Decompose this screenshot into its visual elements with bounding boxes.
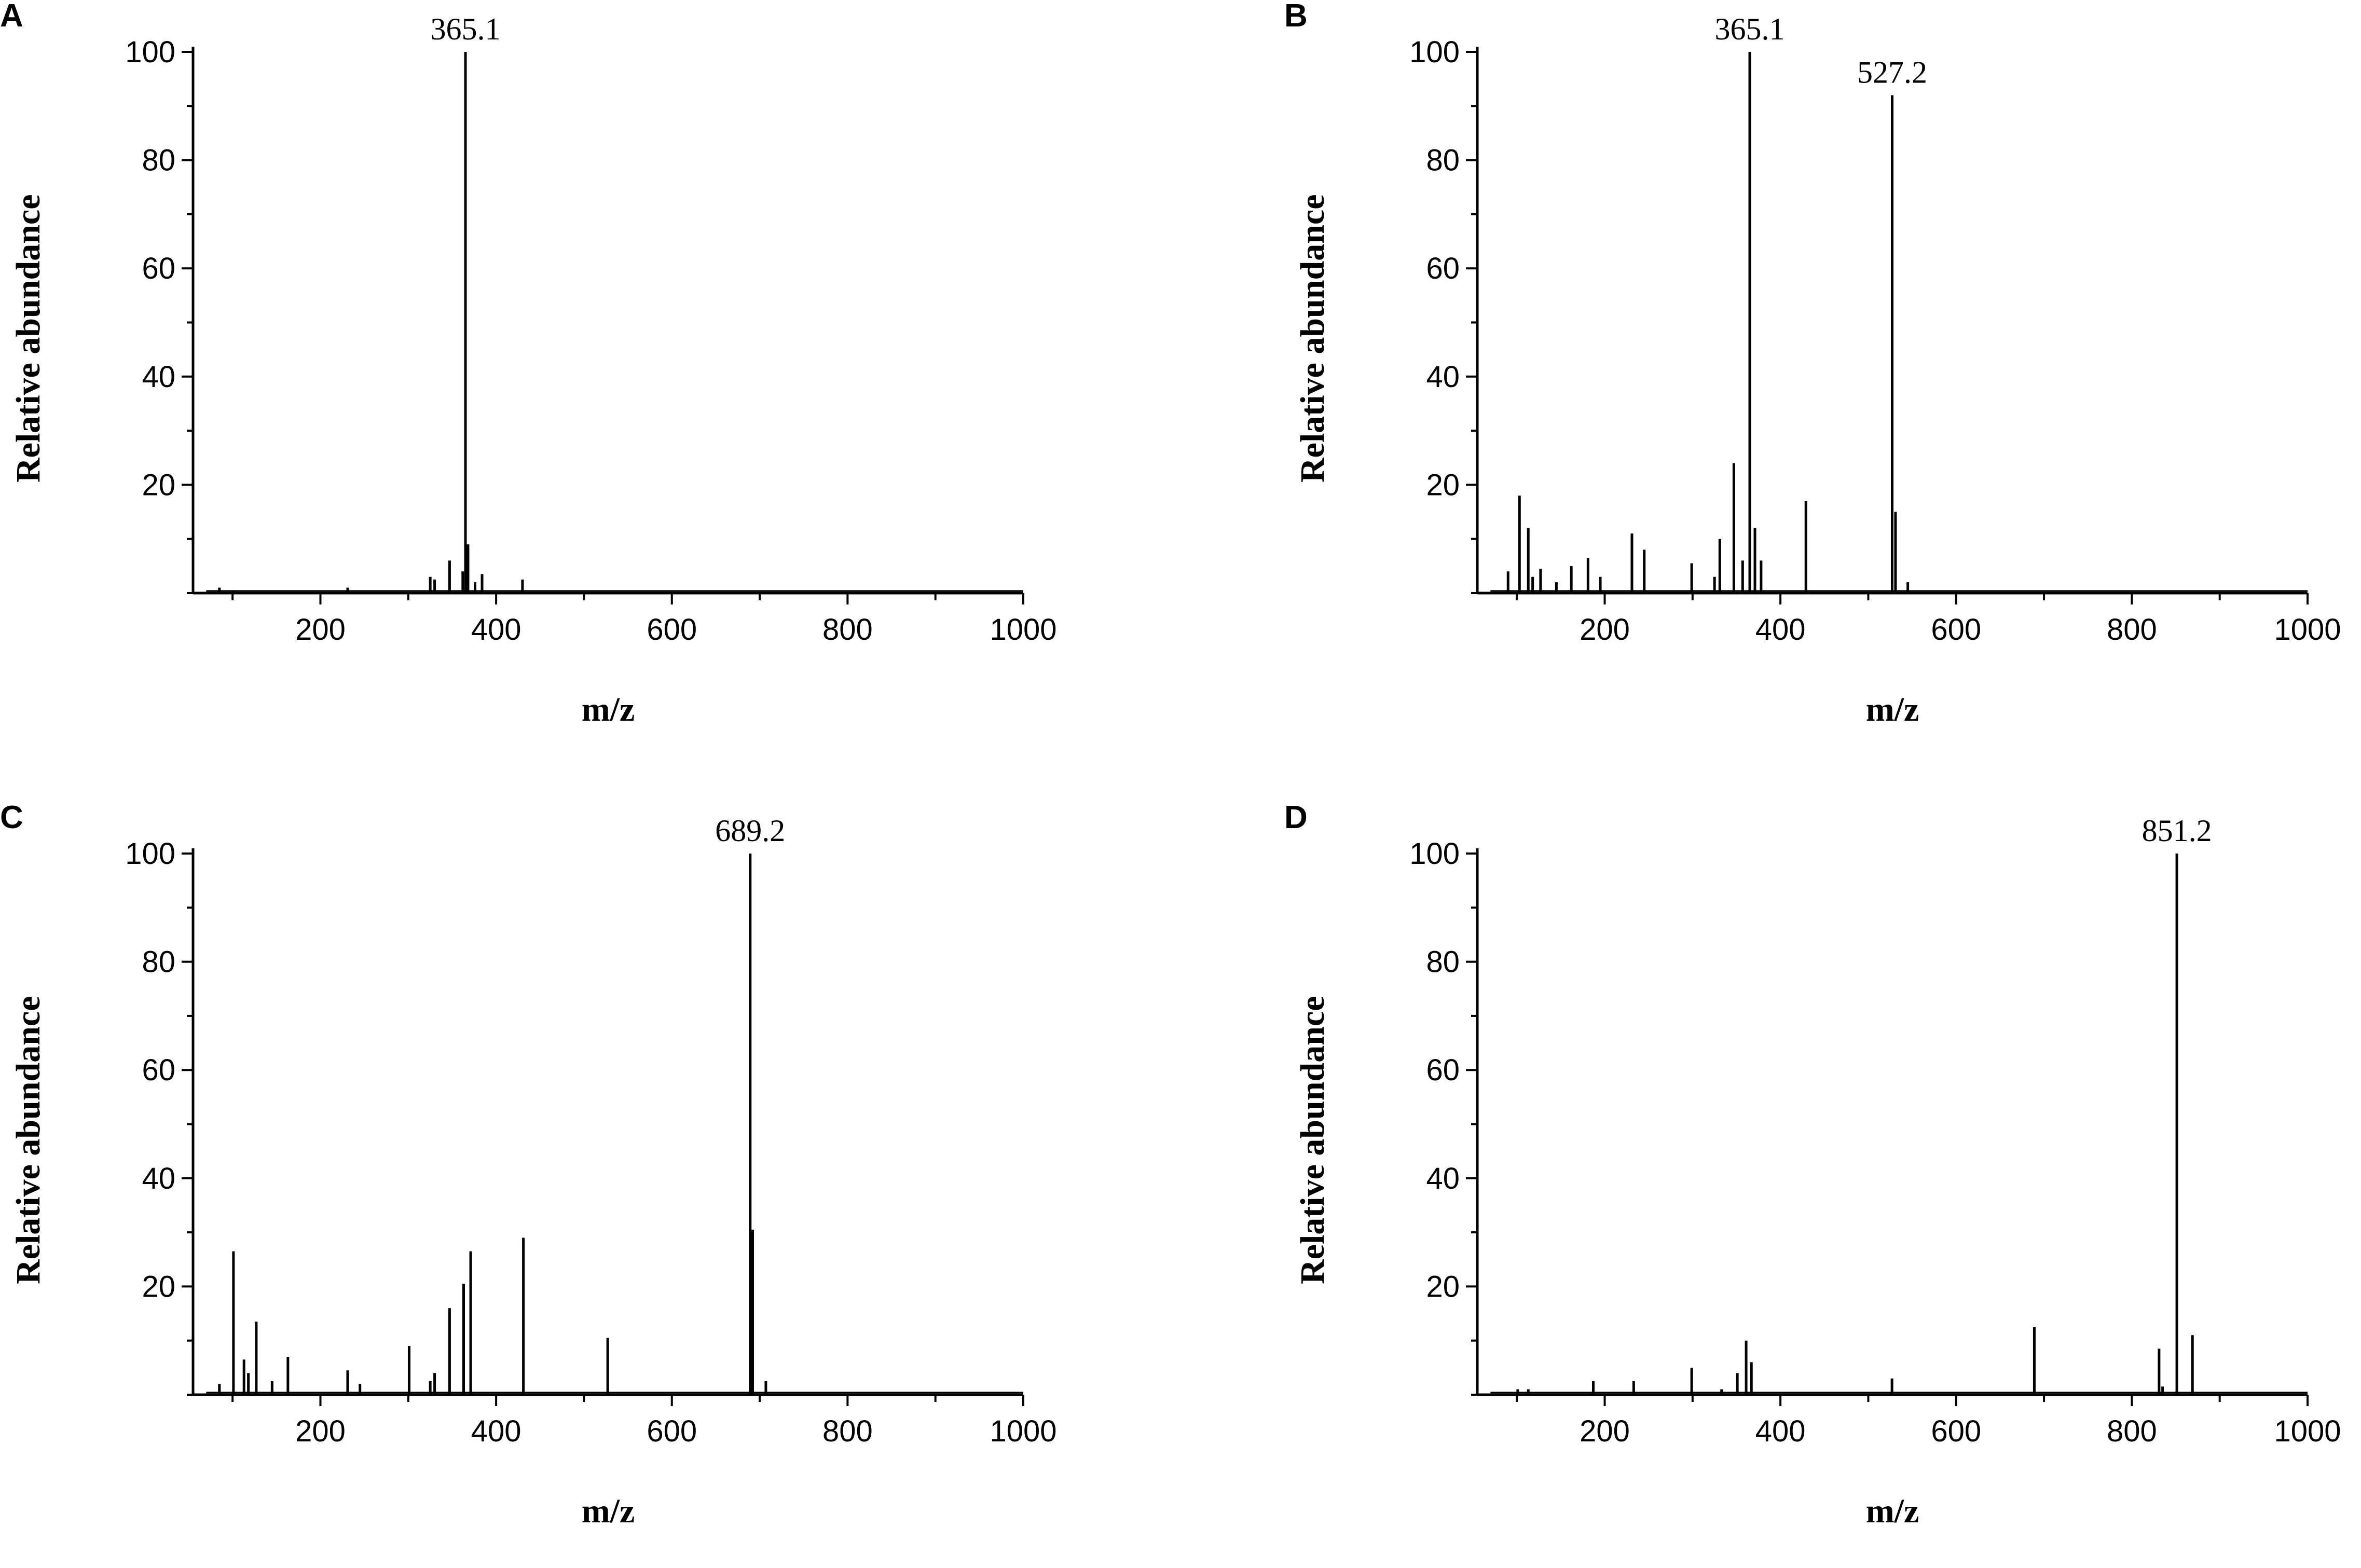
y-tick-label: 100	[125, 837, 175, 871]
y-tick-label: 60	[1426, 252, 1460, 285]
x-tick-label: 1000	[2274, 613, 2341, 647]
peak-label: 365.1	[431, 12, 501, 46]
x-tick-label: 800	[822, 613, 873, 647]
x-tick-label: 800	[2107, 613, 2157, 647]
spectrum-panel-d: D Relative abundance m/z 20 40 60 80 100 200 400 6…	[1284, 802, 2361, 1568]
panel-letter: B	[1284, 0, 1308, 34]
y-tick-label: 80	[142, 945, 175, 979]
y-tick-label: 100	[125, 35, 175, 69]
y-tick-label: 40	[142, 1162, 175, 1195]
x-tick-label: 800	[822, 1414, 873, 1448]
y-tick-label: 20	[142, 1270, 175, 1303]
y-tick-label: 40	[1426, 360, 1460, 394]
y-tick-label: 20	[142, 468, 175, 502]
x-tick-label: 600	[1931, 1414, 1981, 1448]
y-tick-label: 80	[1426, 144, 1460, 177]
spectrum-plot: 20 40 60 80 100 200 400 600 800 1000 365.1	[125, 12, 1056, 647]
x-tick-label: 800	[2107, 1414, 2157, 1448]
x-tick-label: 400	[1755, 1414, 1806, 1448]
peak-label: 689.2	[715, 814, 785, 848]
x-tick-label: 200	[295, 1414, 346, 1448]
x-tick-label: 1000	[990, 613, 1056, 647]
y-tick-label: 80	[1426, 945, 1460, 979]
y-tick-label: 100	[1409, 837, 1460, 871]
figure: A Relative abundance m/z 20 40 60 80 100 200 400 6…	[0, 0, 2361, 1529]
spectrum-plot: 20 40 60 80 100 200 400 600 800 1000 689.2	[125, 814, 1056, 1448]
x-tick-label: 600	[1931, 613, 1981, 647]
spectrum-plot: 20 40 60 80 100 200 400 600 800 1000 851.2	[1409, 814, 2341, 1448]
spectrum-plot: 20 40 60 80 100 200 400 600 800 1000 365.1 527.2	[1409, 12, 2341, 647]
y-tick-label: 60	[142, 252, 175, 285]
x-axis-label: m/z	[581, 1492, 635, 1530]
x-tick-label: 1000	[2274, 1414, 2341, 1448]
y-tick-label: 20	[1426, 468, 1460, 502]
x-axis-label: m/z	[1865, 1492, 1919, 1530]
panel-letter: C	[0, 800, 23, 835]
x-tick-label: 1000	[990, 1414, 1056, 1448]
panel-letter: A	[0, 0, 23, 34]
y-tick-label: 20	[1426, 1270, 1460, 1303]
y-tick-label: 80	[142, 144, 175, 177]
x-tick-label: 200	[1580, 613, 1630, 647]
x-tick-label: 200	[1580, 1414, 1630, 1448]
spectrum-panel-c: C Relative abundance m/z 20 40 60 80 100 200 400 6…	[0, 802, 1180, 1568]
peak-label: 851.2	[2142, 814, 2212, 848]
y-tick-label: 100	[1409, 35, 1460, 69]
x-tick-label: 400	[471, 613, 521, 647]
y-tick-label: 60	[142, 1053, 175, 1087]
x-tick-label: 200	[295, 613, 346, 647]
y-tick-label: 40	[142, 360, 175, 394]
spectrum-panel-a: A Relative abundance m/z 20 40 60 80 100 200 400 6…	[0, 0, 1180, 766]
y-tick-label: 60	[1426, 1053, 1460, 1087]
x-tick-label: 400	[471, 1414, 521, 1448]
spectrum-panel-b: B Relative abundance m/z 20 40 60 80 100 200 400 6…	[1284, 0, 2361, 766]
x-tick-label: 600	[647, 1414, 697, 1448]
x-axis-label: m/z	[1865, 691, 1919, 728]
x-tick-label: 400	[1755, 613, 1806, 647]
panel-letter: D	[1284, 800, 1308, 835]
x-axis-label: m/z	[581, 691, 635, 728]
peak-label: 365.1	[1715, 12, 1785, 46]
peak-label: 527.2	[1857, 55, 1927, 89]
y-tick-label: 40	[1426, 1162, 1460, 1195]
x-tick-label: 600	[647, 613, 697, 647]
